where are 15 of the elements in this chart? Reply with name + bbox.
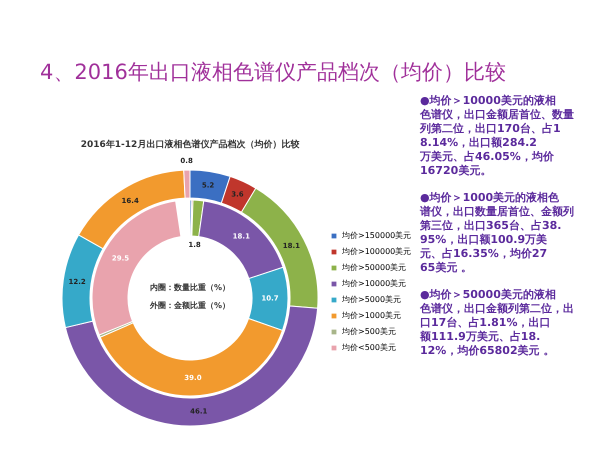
legend-label: 均价>100000美元 [341,247,412,256]
text: 内圈：数量比重（%） [150,283,230,292]
legend-label: 均价>50000美元 [341,263,406,272]
text: ●均价＞50000美元的液相色谱仪，出口金额列第二位，出口17台、占1.81%，出口额111.9万美元、占18.12%，均价65802美元 。 [419,288,574,357]
chart-title: 4、2016年出口液相色谱仪产品档次（均价）比较 [40,60,506,84]
text: ●均价＞1000美元的液相色谱仪，出口数量居首位、金额列第三位，出口365台、占38.95%，出口额100.9万美元、占16.35%，均价2765美元 。 [419,191,574,274]
text: 外圈：金额比重（%） [148,301,230,310]
legend-label: 均价<500美元 [341,343,396,352]
legend-label: 均价>150000美元 [341,231,412,240]
chart-subtitle: 2016年1-12月出口液相色谱仪产品档次（均价）比较 [80,139,300,150]
legend-label: 均价>500美元 [341,327,396,336]
legend-label: 均价>10000美元 [341,279,406,288]
legend-label: 均价>1000美元 [341,311,402,320]
text: ●均价＞10000美元的液相色谱仪，出口金额居首位、数量列第二位，出口170台、占18.14%，出口额284.2万美元、占46.05%，均价16720美元。 [419,94,574,177]
legend-label: 均价>5000美元 [341,295,402,304]
